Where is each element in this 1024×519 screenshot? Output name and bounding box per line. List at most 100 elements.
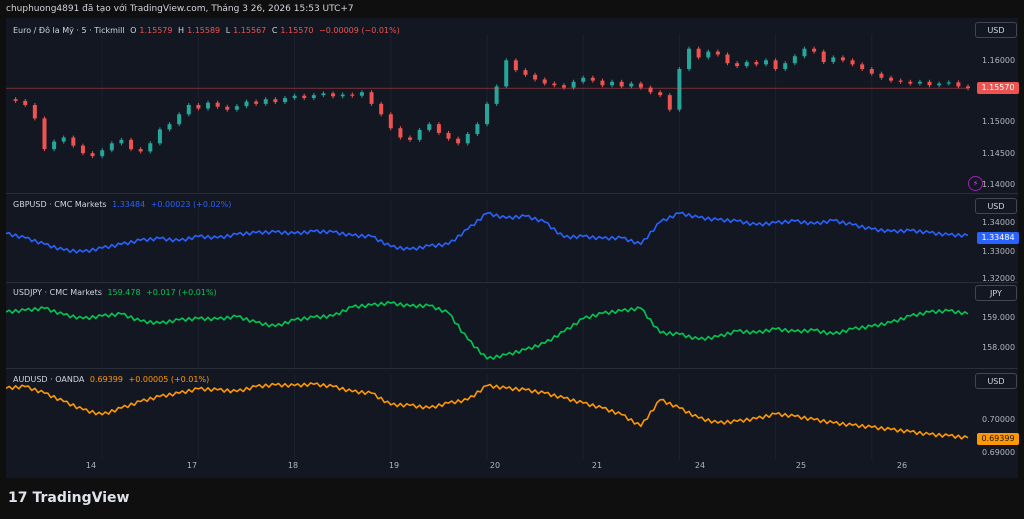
candle-body <box>13 99 18 101</box>
lightning-icon[interactable]: ⚡ <box>968 176 983 191</box>
y-tick: 0.70000 <box>982 415 1016 424</box>
candle-body <box>946 82 951 84</box>
y-tick: 1.32000 <box>982 274 1016 283</box>
x-tick: 18 <box>287 461 299 470</box>
candle-body <box>359 92 364 96</box>
candle-body <box>388 114 393 129</box>
candle-body <box>523 70 528 75</box>
audusd-title: AUDUSD · OANDA <box>13 375 85 384</box>
tradingview-logo[interactable]: 17 TradingView <box>8 490 129 506</box>
close-value: 1.15570 <box>280 26 314 35</box>
candle-body <box>937 83 942 86</box>
candle-body <box>831 57 836 63</box>
y-tick: 1.34000 <box>982 218 1016 227</box>
y-tick: 158.000 <box>982 343 1016 352</box>
tradingview-mark-icon: 17 <box>8 490 28 506</box>
candle-body <box>417 129 422 140</box>
candle-body <box>475 124 480 135</box>
candle-body <box>331 93 336 97</box>
candle-body <box>956 82 961 87</box>
candle-body <box>321 93 326 96</box>
high-label: H <box>178 26 185 35</box>
gbpusd-unit-button[interactable]: USD <box>975 198 1017 214</box>
candle-body <box>812 48 817 52</box>
candle-body <box>590 77 595 81</box>
candle-body <box>744 62 749 67</box>
candle-body <box>167 124 172 130</box>
candle-body <box>735 63 740 67</box>
candle-body <box>408 137 413 140</box>
candle-body <box>494 86 499 104</box>
candle-body <box>369 92 374 104</box>
candle-body <box>196 105 201 109</box>
candle-body <box>860 64 865 70</box>
candle-body <box>600 80 605 86</box>
chart-header-text: chuphuong4891 đã tạo với TradingView.com… <box>6 4 354 14</box>
low-label: L <box>225 26 231 35</box>
candle-body <box>504 60 509 87</box>
candle-body <box>465 134 470 144</box>
usdjpy-unit-button[interactable]: JPY <box>975 285 1017 301</box>
price-plot[interactable] <box>6 18 1018 478</box>
candle-body <box>302 95 307 99</box>
candle-body <box>148 143 153 152</box>
candle-body <box>783 63 788 70</box>
usdjpy-legend: USDJPY · CMC Markets 159.478 +0.017 (+0.… <box>13 288 220 297</box>
y-tick: 1.16000 <box>982 56 1016 65</box>
candle-body <box>571 81 576 88</box>
candle-body <box>792 56 797 64</box>
y-tick: 1.14000 <box>982 180 1016 189</box>
candle-body <box>32 105 37 119</box>
x-tick: 24 <box>694 461 706 470</box>
candle-body <box>821 51 826 63</box>
candle-body <box>917 81 922 84</box>
gbpusd-value: 1.33484 <box>112 200 146 209</box>
audusd-value: 0.69399 <box>89 375 123 384</box>
y-tick: 0.69000 <box>982 448 1016 457</box>
audusd-price-tag: 0.69399 <box>977 433 1019 445</box>
gbpusd-price-tag: 1.33484 <box>977 232 1019 244</box>
pane-separator[interactable] <box>6 282 1018 283</box>
candle-body <box>61 137 66 142</box>
candle-body <box>850 60 855 65</box>
candle-body <box>119 139 124 144</box>
gbpusd-change: +0.00023 (+0.02%) <box>150 200 232 209</box>
x-tick: 14 <box>85 461 97 470</box>
candle-body <box>485 103 489 125</box>
candle-body <box>234 106 239 110</box>
pane-separator[interactable] <box>6 368 1018 369</box>
candle-body <box>879 73 884 78</box>
candle-body <box>840 57 845 61</box>
candle-body <box>263 99 268 104</box>
usdjpy-value: 159.478 <box>107 288 141 297</box>
candle-body <box>706 51 711 58</box>
eurusd-unit-button[interactable]: USD <box>975 22 1017 38</box>
usdjpy-line <box>6 301 969 360</box>
candle-body <box>71 137 76 146</box>
chart-frame[interactable]: Euro / Đô la Mỹ · 5 · Tickmill O 1.15579 … <box>6 18 1019 478</box>
x-tick: 19 <box>388 461 400 470</box>
candle-body <box>129 139 134 150</box>
candle-body <box>667 95 672 110</box>
x-tick: 20 <box>489 461 501 470</box>
x-tick: 21 <box>591 461 603 470</box>
candle-body <box>715 51 720 55</box>
audusd-line <box>6 382 969 440</box>
candle-body <box>100 150 105 157</box>
candle-body <box>966 86 970 89</box>
candle-body <box>427 124 432 130</box>
candle-body <box>244 101 249 107</box>
candle-body <box>379 103 384 115</box>
candle-body <box>542 79 547 84</box>
candle-body <box>90 153 95 157</box>
audusd-unit-button[interactable]: USD <box>975 373 1017 389</box>
candle-body <box>177 114 182 125</box>
usdjpy-change: +0.017 (+0.01%) <box>146 288 217 297</box>
gbpusd-legend: GBPUSD · CMC Markets 1.33484 +0.00023 (+… <box>13 200 234 209</box>
candle-body <box>889 77 894 81</box>
eurusd-change: −0.00009 (−0.01%) <box>319 26 400 35</box>
candle-body <box>456 138 461 144</box>
x-tick: 17 <box>186 461 198 470</box>
pane-separator[interactable] <box>6 193 1018 194</box>
candle-body <box>513 60 518 71</box>
